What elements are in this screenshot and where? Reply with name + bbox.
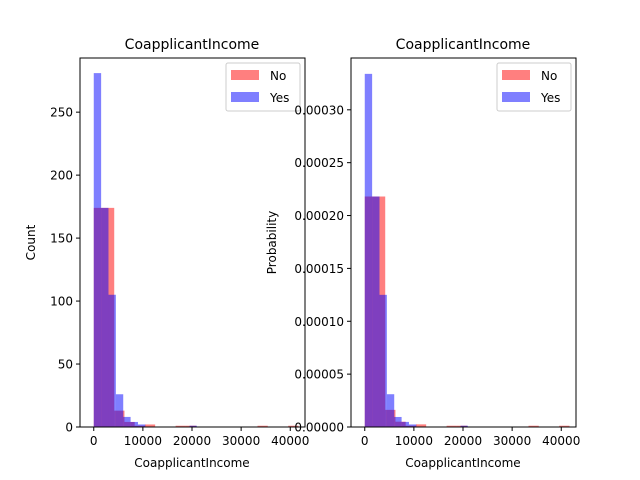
left-bar-yes-5: [130, 421, 138, 427]
right-legend: No Yes: [496, 62, 572, 112]
left-bars: [93, 73, 299, 428]
left-title: CoapplicantIncome: [125, 37, 260, 53]
left-bar-yes-6: [137, 424, 146, 427]
left-legend-label-yes: Yes: [269, 91, 289, 105]
right-axes-frame: [350, 57, 577, 428]
left-x-ticks: 0 10000 20000 30000 40000: [90, 427, 309, 448]
right-bar-no-6: [446, 425, 457, 427]
right-bar-yes-2: [379, 294, 387, 427]
left-legend-swatch-no: [231, 70, 259, 80]
left-y-ticks: 0 50 100 150 200 250: [50, 106, 80, 435]
left-y-tick-label-4: 200: [50, 169, 73, 183]
left-axes-frame: [79, 57, 306, 428]
left-x-tick-label-0: 0: [90, 434, 98, 448]
right-x-tick-label-0: 0: [361, 434, 369, 448]
right-bar-yes-4: [394, 416, 402, 427]
left-bar-no-9: [288, 425, 299, 427]
right-bar-yes-3: [386, 394, 395, 427]
right-bar-yes-5: [401, 421, 409, 427]
left-bar-yes-1: [101, 207, 109, 427]
left-bar-yes-7: [189, 425, 197, 427]
left-bar-yes-3: [115, 394, 124, 427]
left-y-tick-label-2: 100: [50, 295, 73, 309]
left-legend-swatch-yes: [231, 92, 259, 102]
right-y-tick-label-3: 0.00015: [294, 262, 344, 276]
right-y-axis-label: Probability: [265, 211, 279, 274]
left-bar-no-5: [144, 424, 156, 427]
left-y-axis-label: Count: [24, 224, 38, 260]
right-x-tick-label-1: 10000: [395, 434, 433, 448]
right-y-tick-label-2: 0.00010: [294, 315, 344, 329]
right-legend-swatch-no: [502, 70, 530, 80]
left-bar-yes-0: [93, 73, 102, 428]
right-bar-no-8: [528, 425, 539, 427]
left-y-tick-label-0: 0: [65, 421, 73, 435]
left-legend: No Yes: [225, 62, 301, 112]
right-legend-label-yes: Yes: [540, 91, 560, 105]
right-bar-no-9: [559, 425, 570, 427]
right-y-tick-label-4: 0.00020: [294, 209, 344, 223]
left-legend-label-no: No: [270, 69, 286, 83]
left-x-axis-label: CoapplicantIncome: [134, 456, 249, 470]
left-bar-yes-4: [123, 416, 131, 427]
right-y-ticks: 0.00000 0.00005 0.00010 0.00015 0.00020 0.000…: [294, 103, 351, 435]
right-x-tick-label-4: 40000: [542, 434, 580, 448]
right-legend-swatch-yes: [502, 92, 530, 102]
right-bars: [364, 73, 570, 428]
left-y-tick-label-3: 150: [50, 232, 73, 246]
right-title: CoapplicantIncome: [396, 37, 531, 53]
right-bar-no-5: [415, 424, 427, 427]
right-bar-yes-0: [364, 73, 373, 428]
right-legend-label-no: No: [541, 69, 557, 83]
right-bar-yes-6: [408, 424, 417, 427]
left-x-tick-label-3: 30000: [222, 434, 260, 448]
right-y-tick-label-5: 0.00025: [294, 156, 344, 170]
right-y-tick-label-6: 0.00030: [294, 103, 344, 117]
left-bar-yes-2: [108, 294, 116, 427]
right-x-tick-label-3: 30000: [493, 434, 531, 448]
right-bar-yes-1: [372, 196, 380, 427]
right-subplot: CoapplicantIncome 0 10000 20000 30000 40000 …: [265, 37, 580, 470]
left-x-tick-label-4: 40000: [271, 434, 309, 448]
right-x-axis-label: CoapplicantIncome: [405, 456, 520, 470]
left-y-tick-label-1: 50: [58, 358, 73, 372]
left-y-tick-label-5: 250: [50, 106, 73, 120]
right-y-tick-label-0: 0.00000: [294, 421, 344, 435]
left-x-tick-label-2: 20000: [173, 434, 211, 448]
right-x-ticks: 0 10000 20000 30000 40000: [361, 427, 580, 448]
right-bar-yes-7: [460, 425, 468, 427]
left-bar-no-8: [257, 425, 268, 427]
right-x-tick-label-2: 20000: [444, 434, 482, 448]
right-y-tick-label-1: 0.00005: [294, 368, 344, 382]
left-bar-no-6: [175, 425, 186, 427]
left-subplot: CoapplicantIncome 0 10000 20000 30000 40000 …: [24, 37, 309, 470]
left-x-tick-label-1: 10000: [124, 434, 162, 448]
